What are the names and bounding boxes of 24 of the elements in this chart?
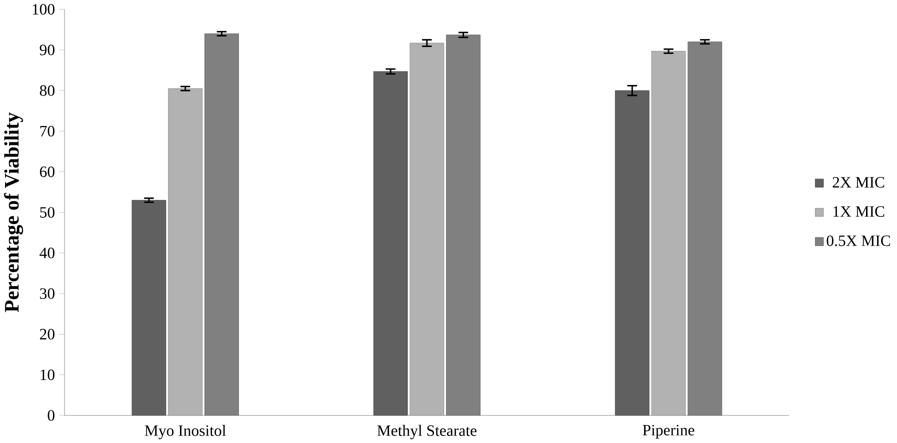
legend-label: 1X MIC: [833, 206, 884, 217]
bar: [132, 200, 166, 416]
bar: [651, 50, 686, 416]
legend-label: 0.5X MIC: [826, 235, 890, 246]
y-tick-label: 90: [40, 44, 54, 56]
x-tick-label: Methyl Stearate: [377, 424, 476, 440]
y-tick-label: 0: [48, 410, 54, 421]
x-tick-label: Piperine: [642, 424, 694, 439]
y-tick-label: 100: [32, 4, 54, 15]
y-tick-label: 40: [40, 248, 54, 258]
legend-label: 2X MIC: [832, 176, 884, 188]
y-tick-label: 50: [40, 206, 54, 218]
y-tick-label: 10: [40, 369, 54, 380]
y-tick-label: 80: [40, 85, 54, 96]
y-axis-title: Percentage of Viability: [4, 112, 24, 312]
bar: [373, 71, 408, 416]
y-tick-label: 30: [40, 288, 54, 299]
x-tick-label: Myo Inositol: [144, 424, 226, 440]
y-tick-label: 20: [40, 328, 54, 340]
bar: [614, 90, 650, 416]
y-tick-label: 60: [40, 166, 54, 177]
bar: [168, 88, 203, 416]
bar: [410, 42, 444, 416]
y-tick-label: 70: [40, 126, 54, 136]
